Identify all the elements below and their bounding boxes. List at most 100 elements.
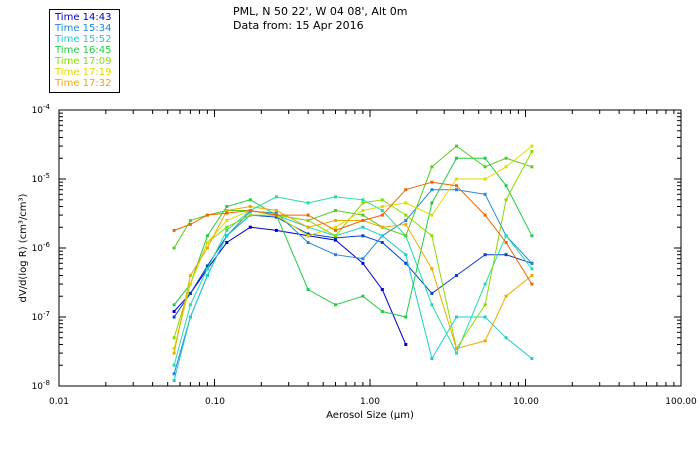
legend-entry: Time 15:34 bbox=[55, 23, 112, 34]
data-point bbox=[205, 246, 209, 250]
axis-ticks bbox=[58, 110, 681, 387]
x-tick-label: 1.00 bbox=[360, 397, 380, 407]
data-point bbox=[188, 282, 192, 286]
data-point bbox=[361, 225, 365, 229]
data-point bbox=[455, 274, 458, 277]
legend: Time 14:43 Time 15:34 Time 15:52 Time 16… bbox=[49, 9, 120, 93]
data-point bbox=[205, 213, 209, 217]
data-point bbox=[361, 201, 365, 205]
data-point bbox=[205, 234, 209, 238]
data-point bbox=[430, 291, 434, 295]
data-point bbox=[504, 253, 508, 257]
y-tick-label: 10-8 bbox=[32, 379, 50, 392]
data-point bbox=[248, 198, 252, 202]
data-point bbox=[205, 264, 209, 268]
data-point bbox=[188, 219, 192, 222]
y-tick-label: 10-6 bbox=[32, 241, 51, 254]
data-point bbox=[455, 315, 458, 319]
data-point bbox=[530, 150, 534, 153]
data-point bbox=[205, 241, 209, 244]
data-point bbox=[306, 213, 310, 217]
data-point bbox=[306, 219, 310, 222]
y-tick-label: 10-4 bbox=[32, 103, 51, 116]
data-point bbox=[430, 180, 434, 184]
data-point bbox=[504, 165, 508, 169]
data-point bbox=[504, 234, 508, 238]
data-point bbox=[306, 201, 310, 205]
data-point bbox=[530, 282, 534, 286]
data-point bbox=[504, 184, 508, 188]
y-tick-label: 10-7 bbox=[32, 310, 50, 323]
data-point bbox=[483, 177, 487, 181]
data-point bbox=[430, 165, 434, 169]
data-point bbox=[455, 177, 458, 181]
data-point bbox=[455, 347, 458, 350]
data-point bbox=[361, 257, 365, 261]
data-point bbox=[306, 288, 310, 291]
data-point bbox=[430, 188, 434, 192]
chart-title: PML, N 50 22', W 04 08', Alt 0m bbox=[233, 5, 408, 18]
data-point bbox=[334, 234, 337, 238]
data-point bbox=[404, 343, 408, 346]
data-point bbox=[430, 267, 434, 271]
data-point bbox=[483, 253, 487, 257]
data-point bbox=[483, 339, 487, 343]
data-point bbox=[380, 198, 384, 202]
data-point bbox=[306, 232, 310, 236]
x-tick-label: 0.10 bbox=[205, 397, 225, 407]
data-point bbox=[188, 315, 192, 319]
series-line bbox=[173, 205, 533, 354]
data-point bbox=[188, 222, 192, 226]
data-point bbox=[334, 236, 337, 240]
data-point bbox=[306, 241, 310, 244]
data-point bbox=[274, 215, 278, 219]
data-point bbox=[274, 195, 278, 199]
data-point bbox=[404, 213, 408, 217]
data-point bbox=[530, 357, 534, 360]
data-point bbox=[188, 291, 192, 295]
data-point bbox=[361, 209, 365, 212]
legend-entry: Time 14:43 bbox=[55, 12, 112, 23]
legend-entry: Time 17:09 bbox=[55, 56, 112, 67]
data-point bbox=[530, 234, 534, 238]
data-point bbox=[361, 198, 365, 202]
data-point bbox=[306, 234, 310, 238]
data-point bbox=[172, 246, 176, 250]
data-point bbox=[225, 211, 229, 215]
data-point bbox=[361, 219, 365, 222]
chart-subtitle: Data from: 15 Apr 2016 bbox=[233, 19, 364, 32]
data-point bbox=[361, 234, 365, 238]
data-point bbox=[274, 211, 278, 215]
data-point bbox=[334, 238, 337, 242]
data-point bbox=[225, 234, 229, 238]
series-line bbox=[173, 157, 533, 318]
data-point bbox=[361, 213, 365, 217]
data-point bbox=[248, 213, 252, 217]
data-point bbox=[455, 184, 458, 188]
chart-header: PML, N 50 22', W 04 08', Alt 0m Data fro… bbox=[233, 5, 407, 33]
data-point bbox=[380, 225, 384, 229]
series-line bbox=[173, 151, 533, 350]
x-tick-label: 100.00 bbox=[665, 397, 697, 407]
data-point bbox=[172, 315, 176, 319]
data-point bbox=[172, 336, 176, 340]
data-point bbox=[430, 357, 434, 360]
series-line bbox=[173, 145, 533, 349]
data-point bbox=[334, 209, 337, 212]
data-point bbox=[483, 165, 487, 169]
data-point bbox=[404, 253, 408, 257]
data-point bbox=[530, 261, 534, 265]
data-point bbox=[225, 219, 229, 222]
x-tick-label: 0.01 bbox=[49, 397, 69, 407]
data-point bbox=[334, 253, 337, 257]
data-point bbox=[172, 379, 176, 382]
data-point bbox=[483, 303, 487, 307]
data-point bbox=[483, 213, 487, 217]
data-point bbox=[404, 201, 408, 205]
data-point bbox=[172, 351, 176, 355]
data-point bbox=[504, 294, 508, 298]
data-point bbox=[172, 303, 176, 307]
data-point bbox=[483, 315, 487, 319]
data-point bbox=[483, 192, 487, 196]
y-axis-label: dV/d(log R) (cm³/cm³) bbox=[18, 193, 29, 302]
